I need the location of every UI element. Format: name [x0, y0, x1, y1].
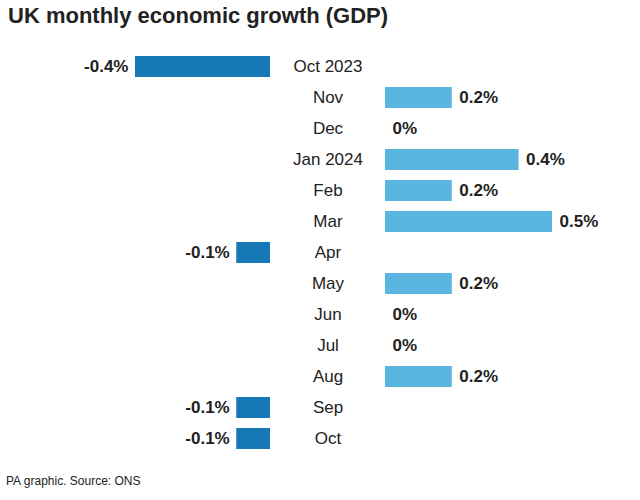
svg-text:0%: 0% — [393, 119, 418, 138]
svg-text:0.5%: 0.5% — [560, 212, 599, 231]
svg-text:Jun: Jun — [314, 305, 341, 324]
svg-text:-0.1%: -0.1% — [185, 398, 229, 417]
svg-text:Feb: Feb — [313, 181, 342, 200]
svg-text:Aug: Aug — [313, 367, 343, 386]
svg-text:Jul: Jul — [317, 336, 339, 355]
svg-text:0.2%: 0.2% — [459, 274, 498, 293]
svg-text:-0.1%: -0.1% — [185, 429, 229, 448]
svg-text:Dec: Dec — [313, 119, 344, 138]
svg-text:0.2%: 0.2% — [459, 181, 498, 200]
svg-text:Oct 2023: Oct 2023 — [294, 57, 363, 76]
svg-text:Mar: Mar — [313, 212, 343, 231]
svg-text:0.2%: 0.2% — [459, 367, 498, 386]
svg-text:Nov: Nov — [313, 88, 344, 107]
svg-text:-0.4%: -0.4% — [84, 57, 128, 76]
svg-text:0.4%: 0.4% — [526, 150, 565, 169]
svg-text:Sep: Sep — [313, 398, 343, 417]
svg-text:-0.1%: -0.1% — [185, 243, 229, 262]
svg-text:Apr: Apr — [315, 243, 342, 262]
svg-text:May: May — [312, 274, 345, 293]
svg-text:0%: 0% — [393, 336, 418, 355]
svg-text:0.2%: 0.2% — [459, 88, 498, 107]
html-text:UK monthly economic growth (GD: UK monthly economic growth (GDP) — [8, 3, 389, 28]
svg-text:Oct: Oct — [315, 429, 342, 448]
svg-text:Jan 2024: Jan 2024 — [293, 150, 363, 169]
svg-text:0%: 0% — [393, 305, 418, 324]
html-text:PA graphic. Source: ONS: PA graphic. Source: ONS — [6, 474, 141, 488]
